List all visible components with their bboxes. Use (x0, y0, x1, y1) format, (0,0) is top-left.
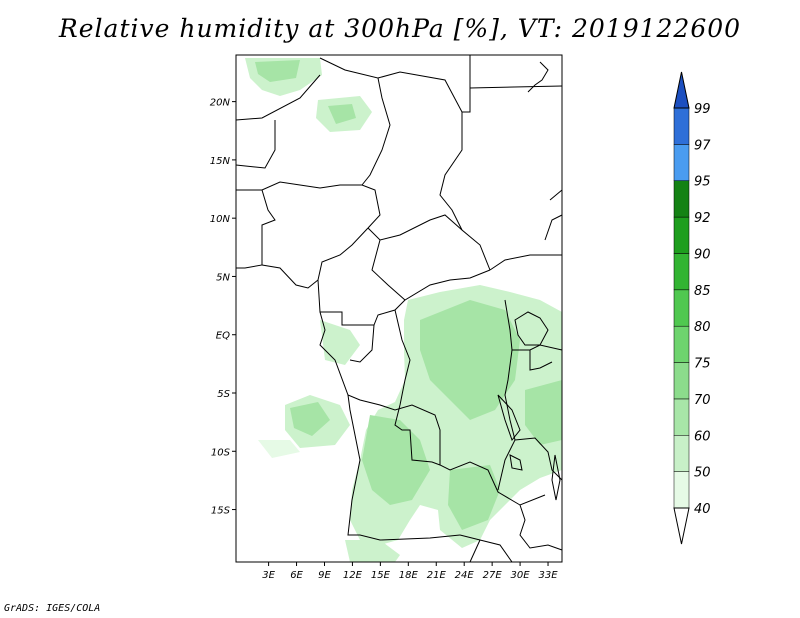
lon-tick-label: 24E (455, 570, 475, 581)
colorbar-level-label: 99 (694, 102, 711, 117)
colorbar-level-label: 75 (694, 357, 711, 372)
lat-tick-label: 15S (211, 506, 231, 517)
colorbar-swatch (673, 289, 690, 327)
longitude-axis: 3E 6E 9E 12E 15E 18E 21E 24E 27E 30E 33E (262, 562, 558, 581)
grads-credit: GrADS: IGES/COLA (4, 603, 101, 614)
colorbar-level-label: 97 (694, 138, 711, 153)
colorbar-under-arrow (673, 507, 690, 545)
lon-tick-label: 3E (262, 570, 275, 581)
lon-tick-label: 18E (399, 570, 419, 581)
colorbar-level-label: 40 (694, 502, 711, 517)
humidity-shading (245, 58, 562, 562)
lon-tick-label: 9E (318, 570, 331, 581)
lakes (497, 311, 561, 501)
colorbar-level-label: 60 (694, 429, 711, 444)
colorbar-swatch (673, 107, 690, 145)
colorbar-level-label: 80 (694, 320, 711, 335)
colorbar-swatch (673, 216, 690, 254)
colorbar-level-label: 70 (694, 393, 711, 408)
lon-tick-label: 6E (290, 570, 303, 581)
colorbar-swatch (673, 180, 690, 218)
lon-tick-label: 27E (483, 570, 503, 581)
colorbar-swatch (673, 325, 690, 363)
colorbar-level-label: 50 (694, 466, 711, 481)
lat-tick-label: EQ (216, 331, 230, 342)
lat-tick-label: 15N (210, 156, 231, 167)
lon-tick-label: 21E (427, 570, 447, 581)
map-title: Relative humidity at 300hPa [%], VT: 201… (58, 14, 742, 43)
colorbar-over-arrow (673, 71, 690, 109)
colorbar-level-label: 95 (694, 175, 711, 190)
colorbar-swatch (673, 435, 690, 472)
colorbar-swatch (673, 471, 690, 509)
lon-tick-label: 15E (371, 570, 391, 581)
lon-tick-label: 33E (539, 570, 559, 581)
country-borders (235, 55, 563, 563)
lat-tick-label: 10S (211, 447, 231, 458)
lat-tick-label: 5N (216, 272, 230, 283)
colorbar-level-label: 90 (694, 247, 711, 262)
latitude-axis: 20N 15N 10N 5N EQ 5S 10S 15S (210, 98, 236, 517)
colorbar-swatch (673, 253, 690, 291)
lon-tick-label: 12E (343, 570, 363, 581)
lon-tick-label: 30E (511, 570, 531, 581)
colorbar-swatch (673, 398, 690, 436)
map-frame (235, 54, 563, 563)
lat-tick-label: 20N (210, 98, 231, 109)
lat-tick-label: 5S (217, 389, 230, 400)
colorbar-level-label: 92 (694, 211, 711, 226)
colorbar: 40 50 60 70 75 80 85 90 92 95 97 99 (673, 71, 711, 545)
colorbar-swatch (673, 144, 690, 181)
colorbar-swatch (673, 362, 690, 400)
colorbar-level-label: 85 (694, 284, 711, 299)
lat-tick-label: 10N (210, 214, 231, 225)
